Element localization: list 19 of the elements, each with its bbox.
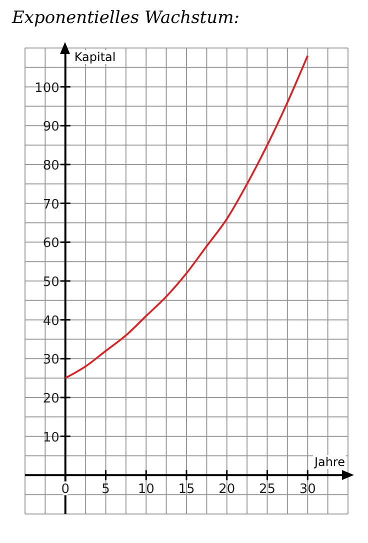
x-tick-label: 25	[258, 482, 276, 498]
y-tick-label: 100	[34, 80, 60, 96]
y-tick-label: 80	[42, 158, 60, 174]
x-axis-title: Jahre	[313, 455, 346, 470]
x-tick-label: 20	[218, 482, 236, 498]
y-tick-label: 20	[42, 392, 60, 406]
y-tick-label: 30	[42, 352, 60, 368]
y-tick-label: 10	[42, 430, 60, 446]
y-tick-label: 40	[42, 314, 60, 329]
y-tick-label: 50	[42, 275, 60, 290]
y-tick-label: 60	[42, 236, 60, 252]
chart-title: Exponentielles Wachstum:	[12, 8, 240, 28]
x-tick-label: 15	[178, 482, 195, 498]
y-axis-title: Kapital	[73, 50, 117, 64]
x-tick-label: 10	[138, 482, 154, 498]
x-tick-label: 5	[102, 482, 110, 498]
y-tick-label: 70	[42, 197, 60, 212]
y-tick-label: 90	[42, 120, 60, 135]
x-tick-label: 30	[299, 482, 316, 498]
